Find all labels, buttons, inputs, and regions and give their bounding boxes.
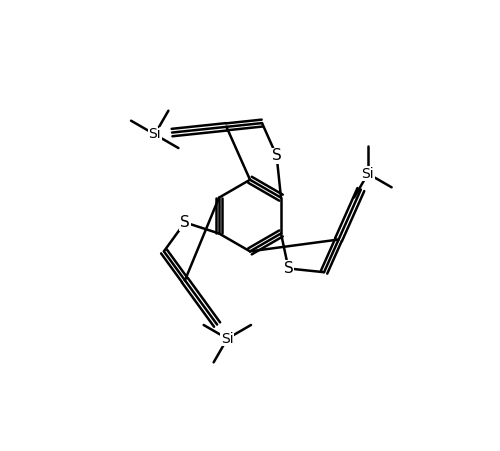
Text: S: S [180,215,190,230]
Text: Si: Si [148,127,161,141]
Text: S: S [284,261,294,276]
Text: S: S [272,148,281,163]
Text: Si: Si [362,167,374,181]
Text: Si: Si [221,331,234,345]
